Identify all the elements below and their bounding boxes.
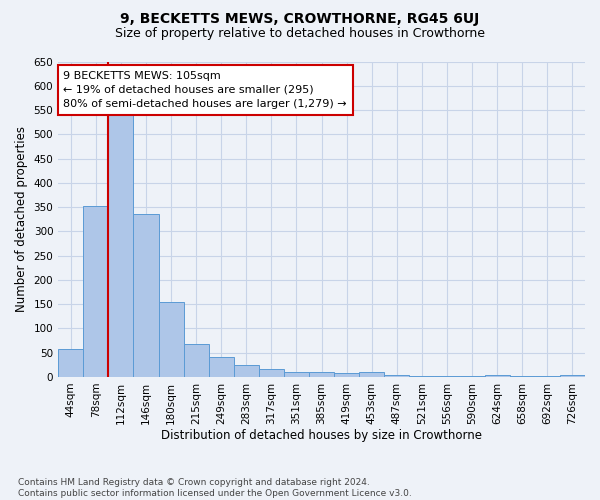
- Bar: [434, 376, 460, 377]
- Text: 9, BECKETTS MEWS, CROWTHORNE, RG45 6UJ: 9, BECKETTS MEWS, CROWTHORNE, RG45 6UJ: [121, 12, 479, 26]
- Bar: [510, 376, 535, 377]
- Bar: [460, 376, 485, 377]
- Bar: [309, 372, 334, 377]
- Bar: [83, 206, 109, 377]
- X-axis label: Distribution of detached houses by size in Crowthorne: Distribution of detached houses by size …: [161, 430, 482, 442]
- Bar: [560, 374, 585, 377]
- Y-axis label: Number of detached properties: Number of detached properties: [15, 126, 28, 312]
- Bar: [334, 372, 359, 377]
- Bar: [133, 214, 158, 377]
- Bar: [535, 376, 560, 377]
- Bar: [284, 372, 309, 377]
- Bar: [409, 376, 434, 377]
- Bar: [359, 372, 385, 377]
- Text: Contains HM Land Registry data © Crown copyright and database right 2024.
Contai: Contains HM Land Registry data © Crown c…: [18, 478, 412, 498]
- Bar: [209, 356, 234, 377]
- Bar: [259, 368, 284, 377]
- Bar: [385, 374, 409, 377]
- Bar: [109, 115, 133, 377]
- Bar: [485, 374, 510, 377]
- Bar: [184, 344, 209, 377]
- Text: Size of property relative to detached houses in Crowthorne: Size of property relative to detached ho…: [115, 28, 485, 40]
- Text: 9 BECKETTS MEWS: 105sqm
← 19% of detached houses are smaller (295)
80% of semi-d: 9 BECKETTS MEWS: 105sqm ← 19% of detache…: [64, 71, 347, 109]
- Bar: [58, 350, 83, 377]
- Bar: [158, 302, 184, 377]
- Bar: [234, 365, 259, 377]
